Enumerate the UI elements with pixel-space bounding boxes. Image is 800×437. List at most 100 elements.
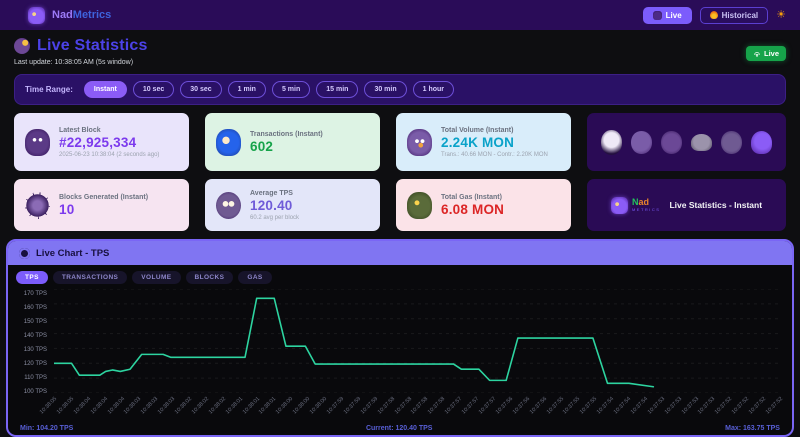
- creature-icon: [25, 128, 50, 156]
- max-tps-text: Max: 163.75 TPS: [725, 425, 780, 432]
- chart-tab-gas[interactable]: GAS: [238, 271, 272, 284]
- live-status-badge: Live: [745, 46, 786, 61]
- x-axis-tick: 10:38:00: [275, 396, 295, 416]
- chart-tab-blocks[interactable]: BLOCKS: [185, 271, 234, 284]
- mascot-icon: [721, 130, 742, 154]
- total-gas-card: Total Gas (Instant) 6.08 MON: [396, 179, 571, 231]
- creature-icon: [652, 10, 662, 20]
- x-axis-tick: 10:37:53: [680, 396, 700, 416]
- x-axis-tick: 10:37:57: [477, 396, 498, 416]
- x-axis-tick: 10:37:52: [731, 396, 751, 416]
- x-axis-tick: 10:37:58: [393, 396, 413, 416]
- time-range-30-sec[interactable]: 30 sec: [180, 81, 222, 98]
- x-axis-tick: 10:38:00: [292, 396, 312, 416]
- chart-tab-volume[interactable]: VOLUME: [132, 271, 181, 284]
- x-axis-tick: 10:38:02: [190, 396, 211, 416]
- page: Live Statistics Last update: 10:38:05 AM…: [0, 30, 800, 231]
- mascot-icon: [691, 133, 712, 151]
- x-axis-tick: 10:37:53: [663, 396, 683, 416]
- time-range-5-min[interactable]: 5 min: [271, 81, 311, 98]
- creature-icon: [407, 128, 432, 156]
- y-axis-tick: 170 TPS: [23, 291, 47, 297]
- blocks-generated-value: 10: [59, 201, 75, 217]
- x-axis-tick: 10:37:59: [359, 396, 380, 416]
- mascot-icon: [751, 130, 772, 154]
- x-axis-tick: 10:38:05: [55, 396, 76, 416]
- spider-icon: [25, 191, 50, 219]
- x-axis-tick: 10:37:55: [579, 396, 599, 416]
- creature-icon: [216, 191, 241, 219]
- x-axis-tick: 10:37:55: [562, 396, 582, 416]
- stat-cards-grid: Latest Block #22,925,334 2025-06-23 10:3…: [14, 113, 786, 231]
- x-axis-tick: 10:37:57: [444, 396, 464, 416]
- x-axis-labels: 10:38:05 10:38:05 10:38:04 10:38:04 10:38:04…: [39, 393, 784, 423]
- theme-sun-icon[interactable]: ☀: [776, 8, 786, 21]
- flame-icon: [709, 11, 718, 19]
- live-statistics-icon: [14, 38, 30, 54]
- y-axis-tick: 100 TPS: [23, 389, 47, 395]
- total-gas-value: 6.08 MON: [441, 201, 505, 217]
- time-range-15-min[interactable]: 15 min: [316, 81, 359, 98]
- x-axis-tick: 10:37:52: [747, 396, 768, 416]
- nadmetrics-logo-icon: [28, 6, 45, 24]
- x-axis-tick: 10:38:04: [89, 396, 109, 416]
- x-axis-tick: 10:37:57: [460, 396, 481, 416]
- x-axis-tick: 10:37:55: [545, 396, 565, 416]
- x-axis-tick: 10:37:59: [342, 396, 363, 416]
- x-axis-tick: 10:37:54: [596, 396, 616, 416]
- latest-block-value: #22,925,334: [59, 134, 137, 150]
- x-axis-tick: 10:38:03: [123, 396, 143, 416]
- last-update-text: Last update: 10:38:05 AM (5s window): [14, 59, 134, 66]
- x-axis-tick: 10:37:54: [612, 396, 633, 416]
- transactions-value: 602: [250, 138, 274, 154]
- y-axis-tick: 120 TPS: [23, 361, 47, 367]
- chart-tab-tps[interactable]: TPS: [16, 271, 48, 284]
- branding-caption: Live Statistics - Instant: [669, 200, 763, 210]
- time-range-10-sec[interactable]: 10 sec: [132, 81, 175, 98]
- time-range-1-min[interactable]: 1 min: [227, 81, 266, 98]
- y-axis-tick: 150 TPS: [23, 319, 47, 325]
- topbar: NadMetrics Live Historical ☀: [0, 0, 800, 30]
- mascot-icon: [661, 130, 682, 154]
- y-axis-tick: 110 TPS: [24, 375, 47, 381]
- blocks-generated-card: Blocks Generated (Instant) 10: [14, 179, 189, 231]
- time-range-instant[interactable]: Instant: [83, 81, 127, 98]
- time-range-label: Time Range:: [25, 85, 73, 94]
- x-axis-tick: 10:38:02: [207, 396, 228, 416]
- min-tps-text: Min: 104.20 TPS: [20, 425, 74, 432]
- y-axis-labels: 170 TPS 160 TPS 150 TPS 140 TPS 130 TPS 120 T…: [16, 289, 54, 395]
- branding-card: Nad METRICS Live Statistics - Instant: [587, 179, 786, 231]
- brand-title: NadMetrics: [52, 9, 112, 21]
- x-axis-tick: 10:37:52: [764, 396, 785, 416]
- live-mode-button[interactable]: Live: [642, 6, 692, 24]
- total-volume-value: 2.24K MON: [441, 134, 515, 150]
- time-range-bar: Time Range: Instant 10 sec 30 sec 1 min 5 mi…: [14, 74, 786, 105]
- historical-mode-button[interactable]: Historical: [699, 6, 769, 24]
- record-icon: [19, 247, 30, 259]
- time-range-30-min[interactable]: 30 min: [364, 81, 407, 98]
- x-axis-tick: 10:37:52: [714, 396, 734, 416]
- mascots-card: [587, 113, 786, 171]
- chart-tab-transactions[interactable]: TRANSACTIONS: [52, 271, 128, 284]
- x-axis-tick: 10:37:54: [629, 396, 650, 416]
- x-axis-tick: 10:37:58: [410, 396, 430, 416]
- y-axis-tick: 160 TPS: [23, 305, 47, 311]
- chart-plot-area[interactable]: [54, 289, 780, 393]
- x-axis-tick: 10:37:58: [376, 396, 396, 416]
- x-axis-tick: 10:37:53: [646, 396, 667, 416]
- live-chart-panel: Live Chart - TPS TPS TRANSACTIONS VOLUME BL…: [6, 239, 794, 437]
- x-axis-tick: 10:37:59: [325, 396, 346, 416]
- current-tps-text: Current: 120.40 TPS: [365, 425, 433, 432]
- chart-footer: Min: 104.20 TPS Current: 120.40 TPS Max:…: [20, 425, 780, 432]
- x-axis-tick: 10:37:56: [494, 396, 515, 416]
- time-range-1-hour[interactable]: 1 hour: [412, 81, 455, 98]
- signal-icon: [754, 51, 760, 57]
- mascot-icon: [631, 130, 652, 154]
- x-axis-tick: 10:37:58: [427, 396, 447, 416]
- x-axis-tick: 10:38:01: [258, 396, 278, 416]
- nadmetrics-logo-icon: [610, 196, 628, 214]
- creature-icon: [216, 128, 241, 156]
- x-axis-tick: 10:38:04: [72, 396, 93, 416]
- page-title: Live Statistics: [37, 37, 148, 54]
- average-tps-value: 120.40: [250, 197, 293, 213]
